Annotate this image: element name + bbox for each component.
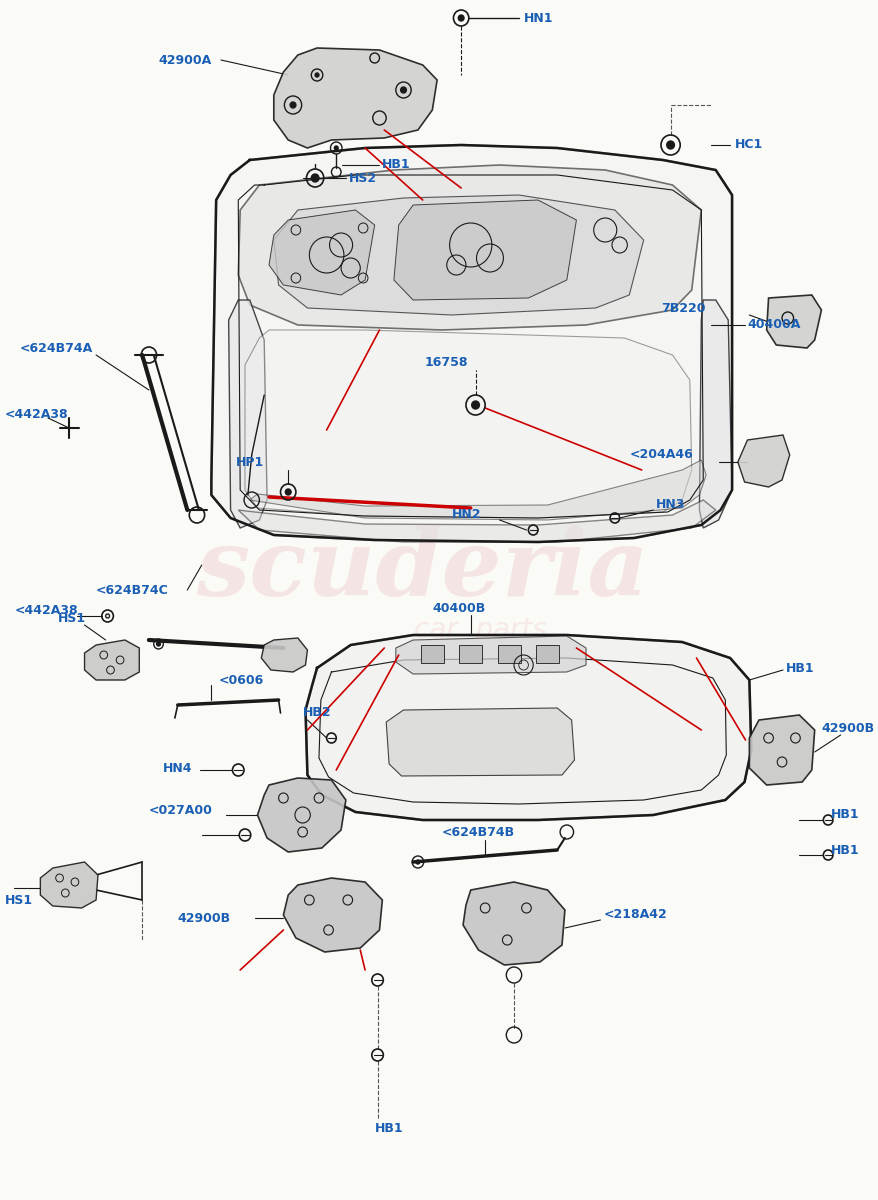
Text: HN2: HN2 bbox=[451, 509, 480, 522]
Text: HN1: HN1 bbox=[523, 12, 552, 24]
Text: 7B220: 7B220 bbox=[660, 301, 705, 314]
Bar bbox=[421, 646, 443, 662]
Text: HC1: HC1 bbox=[734, 138, 762, 151]
Polygon shape bbox=[766, 295, 820, 348]
Text: 16758: 16758 bbox=[424, 355, 468, 368]
Polygon shape bbox=[306, 635, 751, 820]
Polygon shape bbox=[395, 636, 586, 674]
Text: 40400B: 40400B bbox=[432, 601, 485, 614]
Text: 42900A: 42900A bbox=[158, 54, 212, 66]
Text: <624B74A: <624B74A bbox=[19, 342, 92, 354]
Circle shape bbox=[314, 73, 319, 77]
Text: <204A46: <204A46 bbox=[629, 449, 692, 462]
Polygon shape bbox=[40, 862, 97, 908]
Polygon shape bbox=[261, 638, 307, 672]
Text: 42900B: 42900B bbox=[820, 721, 874, 734]
Polygon shape bbox=[257, 778, 345, 852]
Text: HS2: HS2 bbox=[349, 172, 377, 185]
Polygon shape bbox=[245, 330, 691, 518]
Polygon shape bbox=[393, 200, 576, 300]
Circle shape bbox=[311, 174, 319, 182]
Text: <624B74C: <624B74C bbox=[96, 583, 169, 596]
Text: scuderia: scuderia bbox=[196, 526, 648, 614]
Text: <442A38: <442A38 bbox=[14, 604, 78, 617]
Text: <218A42: <218A42 bbox=[602, 908, 666, 922]
Circle shape bbox=[457, 14, 464, 20]
Text: HB1: HB1 bbox=[382, 158, 411, 172]
Circle shape bbox=[290, 102, 296, 108]
Circle shape bbox=[334, 146, 338, 150]
Text: HB1: HB1 bbox=[374, 1122, 403, 1134]
Polygon shape bbox=[84, 640, 139, 680]
Text: <027A00: <027A00 bbox=[148, 804, 212, 816]
Polygon shape bbox=[249, 460, 705, 520]
Bar bbox=[458, 646, 482, 662]
Polygon shape bbox=[211, 145, 731, 542]
Text: car  parts: car parts bbox=[414, 616, 546, 644]
Polygon shape bbox=[238, 500, 715, 542]
Polygon shape bbox=[228, 300, 267, 528]
Polygon shape bbox=[699, 300, 731, 528]
Text: HB1: HB1 bbox=[785, 661, 814, 674]
Text: HB1: HB1 bbox=[830, 844, 859, 857]
Circle shape bbox=[400, 86, 406, 92]
Text: <442A38: <442A38 bbox=[4, 408, 68, 421]
Circle shape bbox=[666, 140, 673, 149]
Text: HS1: HS1 bbox=[4, 894, 32, 906]
Text: 42900B: 42900B bbox=[177, 912, 231, 924]
Text: HB2: HB2 bbox=[302, 706, 331, 719]
Text: 40400A: 40400A bbox=[746, 318, 800, 331]
Polygon shape bbox=[385, 708, 574, 776]
Text: <0606: <0606 bbox=[219, 673, 264, 686]
Text: HN3: HN3 bbox=[655, 498, 685, 511]
Polygon shape bbox=[273, 194, 643, 314]
Circle shape bbox=[285, 490, 291, 494]
Text: HB1: HB1 bbox=[830, 809, 859, 822]
Polygon shape bbox=[749, 715, 814, 785]
Text: HN4: HN4 bbox=[163, 762, 192, 774]
Polygon shape bbox=[737, 434, 788, 487]
Polygon shape bbox=[238, 164, 701, 330]
Bar bbox=[536, 646, 558, 662]
Polygon shape bbox=[283, 878, 382, 952]
Circle shape bbox=[156, 642, 161, 646]
Polygon shape bbox=[273, 48, 436, 148]
Text: <624B74B: <624B74B bbox=[442, 826, 515, 839]
Circle shape bbox=[415, 860, 420, 864]
Polygon shape bbox=[463, 882, 565, 965]
Text: HP1: HP1 bbox=[235, 456, 263, 468]
Circle shape bbox=[471, 401, 479, 409]
Text: HS1: HS1 bbox=[58, 612, 86, 624]
Polygon shape bbox=[269, 210, 374, 295]
Bar bbox=[497, 646, 520, 662]
